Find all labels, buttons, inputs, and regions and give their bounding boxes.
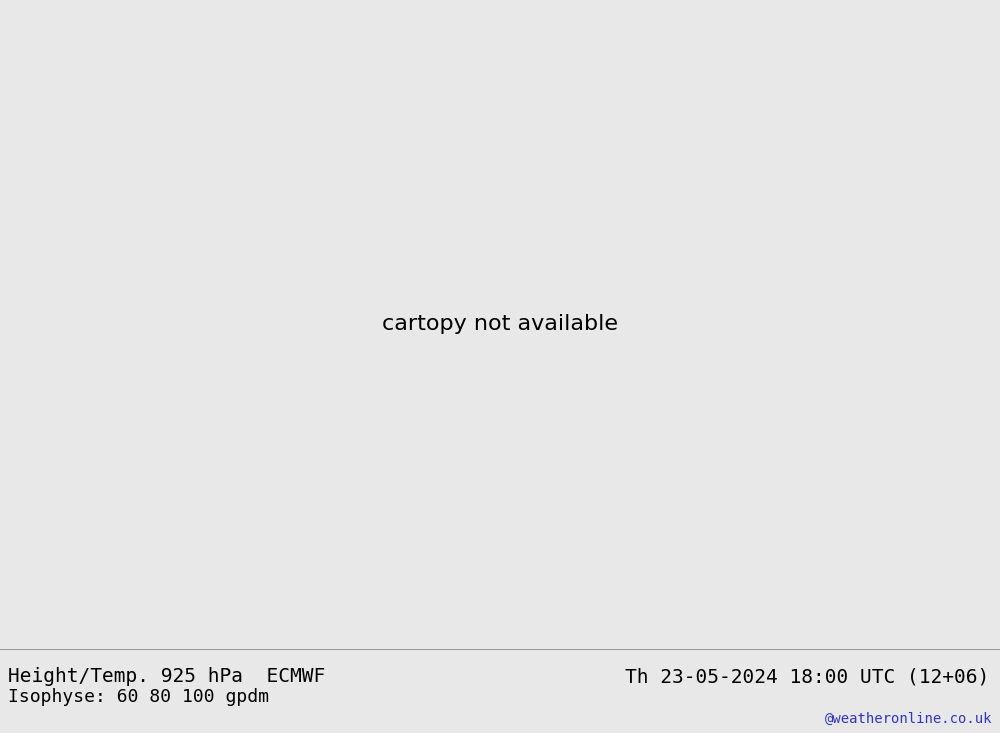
Text: Isophyse: 60 80 100 gpdm: Isophyse: 60 80 100 gpdm xyxy=(8,688,269,706)
Text: Th 23-05-2024 18:00 UTC (12+06): Th 23-05-2024 18:00 UTC (12+06) xyxy=(625,667,989,686)
Text: cartopy not available: cartopy not available xyxy=(382,314,618,334)
Text: @weatheronline.co.uk: @weatheronline.co.uk xyxy=(824,712,992,726)
Text: Height/Temp. 925 hPa  ECMWF: Height/Temp. 925 hPa ECMWF xyxy=(8,667,325,686)
